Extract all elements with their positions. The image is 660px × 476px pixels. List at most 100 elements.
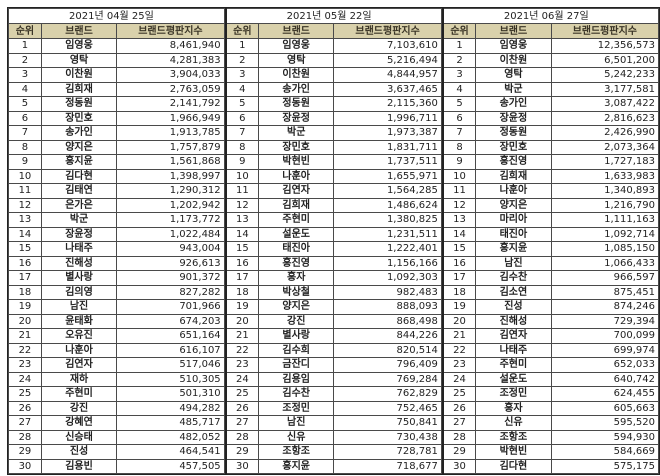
table-row: 4 김희재 2,763,059 <box>8 81 225 97</box>
rank-cell: 25 <box>8 386 42 402</box>
rank-cell: 3 <box>8 67 42 83</box>
brand-cell: 신유 <box>475 415 552 431</box>
table-row: 28 신유 730,438 <box>225 429 442 445</box>
table-row: 17 김수찬 966,597 <box>442 270 660 286</box>
rank-cell: 17 <box>442 270 477 286</box>
table-row: 2 영탁 5,216,494 <box>225 52 442 68</box>
rank-cell: 9 <box>8 154 42 170</box>
rank-cell: 16 <box>8 255 42 271</box>
brand-cell: 정동원 <box>40 96 118 112</box>
score-cell: 844,226 <box>333 328 442 344</box>
score-cell: 3,087,422 <box>550 96 660 112</box>
brand-cell: 나훈아 <box>40 342 118 358</box>
rank-cell: 29 <box>225 444 260 460</box>
brand-cell: 송가인 <box>475 96 552 112</box>
score-cell: 827,282 <box>116 284 225 300</box>
brand-cell: 진해성 <box>40 255 118 271</box>
rank-cell: 4 <box>8 81 42 97</box>
score-cell: 1,655,971 <box>333 168 442 184</box>
score-cell: 1,561,868 <box>116 154 225 170</box>
score-cell: 1,340,893 <box>550 183 660 199</box>
rank-cell: 14 <box>225 226 260 242</box>
table-row: 27 강혜연 485,717 <box>8 415 225 431</box>
rank-cell: 13 <box>225 212 260 228</box>
table-row: 10 김다현 1,398,997 <box>8 168 225 184</box>
table-row: 20 진해성 729,394 <box>442 313 660 329</box>
score-cell: 796,409 <box>333 357 442 373</box>
brand-cell: 윤태화 <box>40 313 118 329</box>
brand-cell: 주현미 <box>475 357 552 373</box>
score-cell: 868,498 <box>333 313 442 329</box>
table-row: 3 이찬원 3,904,033 <box>8 67 225 83</box>
score-cell: 464,541 <box>116 444 225 460</box>
brand-cell: 정동원 <box>258 96 335 112</box>
table-row: 6 장윤정 1,996,711 <box>225 110 442 126</box>
rank-cell: 18 <box>8 284 42 300</box>
ranking-table-2: 2021년 05월 22일 순위 브랜드 브랜드평판지수 1 임영웅 7,103,610 2 영… <box>224 8 442 474</box>
score-cell: 517,046 <box>116 357 225 373</box>
score-cell: 2,073,364 <box>550 139 660 155</box>
table-row: 27 남진 750,841 <box>225 415 442 431</box>
brand-cell: 홍진영 <box>258 255 335 271</box>
rank-cell: 19 <box>225 299 260 315</box>
brand-cell: 진성 <box>475 299 552 315</box>
table-row: 11 김태연 1,290,312 <box>8 183 225 199</box>
table-row: 12 은가은 1,202,942 <box>8 197 225 213</box>
score-cell: 1,156,166 <box>333 255 442 271</box>
brand-cell: 진해성 <box>475 313 552 329</box>
rank-cell: 26 <box>8 400 42 416</box>
rank-cell: 29 <box>442 444 477 460</box>
table-date-title: 2021년 04월 25일 <box>8 8 225 24</box>
table-row: 9 박현빈 1,737,511 <box>225 154 442 170</box>
table-row: 18 김의영 827,282 <box>8 284 225 300</box>
table-row: 7 정동원 2,426,990 <box>442 125 660 141</box>
rank-cell: 18 <box>225 284 260 300</box>
brand-cell: 김연자 <box>475 328 552 344</box>
rank-cell: 29 <box>8 444 42 460</box>
brand-cell: 정동원 <box>475 125 552 141</box>
brand-cell: 송가인 <box>258 81 335 97</box>
table-row: 22 김수희 820,514 <box>225 342 442 358</box>
rank-cell: 8 <box>225 139 260 155</box>
score-cell: 718,677 <box>333 458 442 474</box>
brand-cell: 영탁 <box>258 52 335 68</box>
score-cell: 575,175 <box>550 458 660 474</box>
rank-cell: 17 <box>8 270 42 286</box>
brand-cell: 김용임 <box>258 371 335 387</box>
rank-cell: 27 <box>442 415 477 431</box>
rank-cell: 10 <box>8 168 42 184</box>
rank-cell: 22 <box>442 342 477 358</box>
rank-cell: 20 <box>8 313 42 329</box>
score-cell: 874,246 <box>550 299 660 315</box>
brand-cell: 주현미 <box>258 212 335 228</box>
table-row: 9 홍진영 1,727,183 <box>442 154 660 170</box>
table-row: 3 영탁 5,242,233 <box>442 67 660 83</box>
score-cell: 820,514 <box>333 342 442 358</box>
score-cell: 888,093 <box>333 299 442 315</box>
brand-cell: 강진 <box>40 400 118 416</box>
brand-cell: 오유진 <box>40 328 118 344</box>
brand-cell: 김희재 <box>40 81 118 97</box>
brand-cell: 조정민 <box>475 386 552 402</box>
brand-cell: 박현빈 <box>258 154 335 170</box>
brand-cell: 나훈아 <box>258 168 335 184</box>
table-row: 13 박군 1,173,772 <box>8 212 225 228</box>
table-row: 26 조정민 752,465 <box>225 400 442 416</box>
rank-cell: 18 <box>442 284 477 300</box>
table-row: 3 이찬원 4,844,957 <box>225 67 442 83</box>
brand-cell: 홍자 <box>475 400 552 416</box>
column-header-brand: 브랜드 <box>40 23 118 39</box>
score-cell: 1,111,163 <box>550 212 660 228</box>
table-row: 30 김다현 575,175 <box>442 458 660 474</box>
brand-cell: 홍진영 <box>475 154 552 170</box>
rank-cell: 23 <box>8 357 42 373</box>
brand-cell: 장민호 <box>40 110 118 126</box>
score-cell: 1,398,997 <box>116 168 225 184</box>
table-row: 11 나훈아 1,340,893 <box>442 183 660 199</box>
rank-cell: 9 <box>442 154 477 170</box>
rank-cell: 7 <box>8 125 42 141</box>
score-cell: 1,727,183 <box>550 154 660 170</box>
table-row: 25 조정민 624,455 <box>442 386 660 402</box>
table-row: 28 조항조 594,930 <box>442 429 660 445</box>
rank-cell: 2 <box>8 52 42 68</box>
